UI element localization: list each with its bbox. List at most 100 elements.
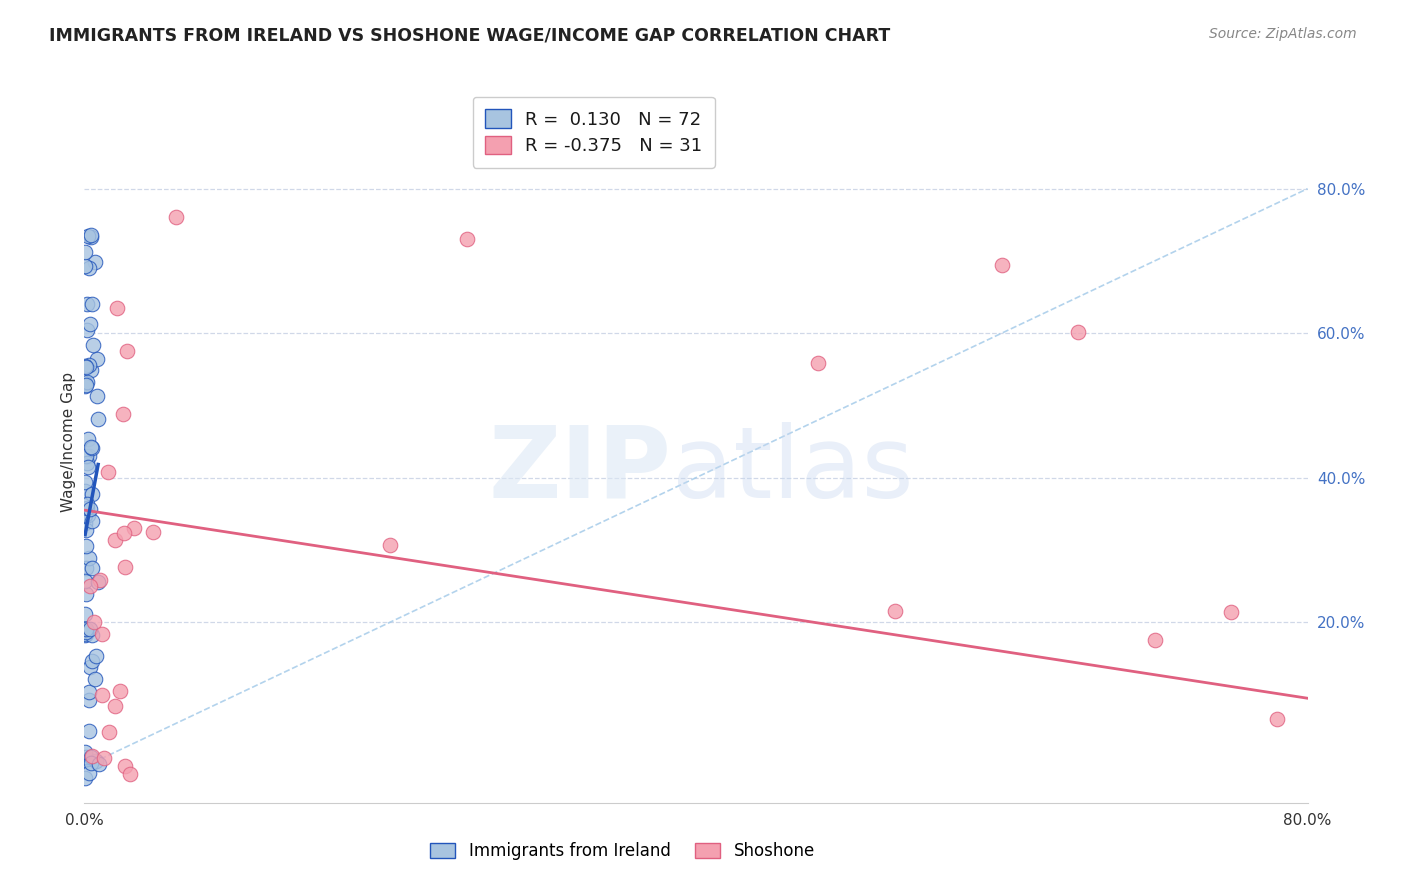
Point <box>380 538 402 552</box>
Point <box>79 229 101 244</box>
Point <box>84 754 107 768</box>
Point <box>97 465 120 479</box>
Point <box>75 359 97 374</box>
Point <box>122 520 145 534</box>
Point <box>87 412 110 426</box>
Point <box>1143 633 1166 648</box>
Point <box>76 456 98 470</box>
Point <box>84 649 107 664</box>
Point <box>75 561 97 575</box>
Point <box>80 297 103 311</box>
Point <box>80 749 103 764</box>
Point <box>83 672 105 686</box>
Point <box>87 575 110 590</box>
Point <box>75 623 97 637</box>
Point <box>76 297 98 311</box>
Point <box>75 626 97 640</box>
Point <box>79 765 101 780</box>
Point <box>115 343 138 358</box>
Point <box>73 628 96 642</box>
Point <box>991 259 1014 273</box>
Point <box>80 228 103 243</box>
Point <box>82 338 104 352</box>
Point <box>111 407 134 421</box>
Point <box>75 771 97 785</box>
Point <box>90 689 112 703</box>
Point <box>112 525 135 540</box>
Point <box>77 684 100 698</box>
Point <box>83 615 105 630</box>
Point <box>79 723 101 738</box>
Point <box>73 376 96 390</box>
Point <box>73 745 96 759</box>
Point <box>82 654 104 668</box>
Point <box>89 573 111 587</box>
Point <box>73 516 96 530</box>
Point <box>79 261 101 276</box>
Point <box>80 628 103 642</box>
Point <box>75 508 97 522</box>
Point <box>76 500 98 515</box>
Point <box>75 574 97 588</box>
Point <box>80 749 103 764</box>
Point <box>75 587 97 601</box>
Point <box>142 524 165 539</box>
Point <box>97 724 120 739</box>
Point <box>82 514 104 528</box>
Point <box>79 660 101 674</box>
Point <box>84 255 107 269</box>
Point <box>93 751 115 765</box>
Point <box>80 362 103 376</box>
Point <box>76 459 98 474</box>
Point <box>75 449 97 463</box>
Point <box>80 441 103 455</box>
Point <box>1265 712 1288 726</box>
Point <box>76 323 98 337</box>
Point <box>76 432 98 446</box>
Point <box>114 759 136 773</box>
Point <box>456 232 478 246</box>
Point <box>77 358 100 372</box>
Point <box>75 377 97 392</box>
Point <box>807 356 830 370</box>
Point <box>73 607 96 621</box>
Point <box>1220 605 1243 619</box>
Point <box>79 501 101 516</box>
Text: IMMIGRANTS FROM IRELAND VS SHOSHONE WAGE/INCOME GAP CORRELATION CHART: IMMIGRANTS FROM IRELAND VS SHOSHONE WAGE… <box>49 27 890 45</box>
Point <box>75 622 97 636</box>
Point <box>118 767 141 781</box>
Point <box>79 579 101 593</box>
Point <box>79 622 101 636</box>
Point <box>77 508 100 523</box>
Point <box>77 693 100 707</box>
Point <box>104 698 127 713</box>
Point <box>75 749 97 764</box>
Point <box>80 487 103 501</box>
Point <box>76 375 98 389</box>
Text: atlas: atlas <box>672 422 912 519</box>
Point <box>73 483 96 498</box>
Text: ZIP: ZIP <box>489 422 672 519</box>
Point <box>104 533 127 547</box>
Text: Source: ZipAtlas.com: Source: ZipAtlas.com <box>1209 27 1357 41</box>
Point <box>76 497 98 511</box>
Point <box>105 301 128 315</box>
Point <box>108 684 131 698</box>
Point <box>80 441 103 455</box>
Point <box>114 560 136 574</box>
Legend: Immigrants from Ireland, Shoshone: Immigrants from Ireland, Shoshone <box>423 836 821 867</box>
Point <box>91 626 114 640</box>
Point <box>75 475 97 490</box>
Point <box>1067 325 1090 339</box>
Point <box>77 550 100 565</box>
Point <box>79 317 101 331</box>
Point <box>73 259 96 273</box>
Point <box>73 752 96 766</box>
Point <box>86 389 108 403</box>
Point <box>75 539 97 553</box>
Point <box>75 379 97 393</box>
Point <box>75 523 97 537</box>
Point <box>80 756 103 771</box>
Point <box>86 351 108 366</box>
Point <box>77 450 100 464</box>
